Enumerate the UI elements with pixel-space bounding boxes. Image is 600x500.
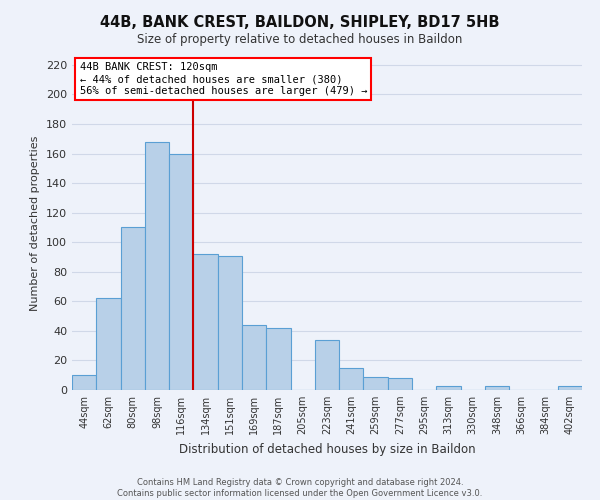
Bar <box>315 340 339 390</box>
Y-axis label: Number of detached properties: Number of detached properties <box>31 136 40 312</box>
X-axis label: Distribution of detached houses by size in Baildon: Distribution of detached houses by size … <box>179 442 475 456</box>
Bar <box>388 378 412 390</box>
Bar <box>436 386 461 390</box>
Text: Contains HM Land Registry data © Crown copyright and database right 2024.
Contai: Contains HM Land Registry data © Crown c… <box>118 478 482 498</box>
Bar <box>364 376 388 390</box>
Bar <box>96 298 121 390</box>
Bar <box>218 256 242 390</box>
Bar <box>558 386 582 390</box>
Text: 44B, BANK CREST, BAILDON, SHIPLEY, BD17 5HB: 44B, BANK CREST, BAILDON, SHIPLEY, BD17 … <box>100 15 500 30</box>
Text: 44B BANK CREST: 120sqm
← 44% of detached houses are smaller (380)
56% of semi-de: 44B BANK CREST: 120sqm ← 44% of detached… <box>80 62 367 96</box>
Bar <box>485 386 509 390</box>
Bar <box>242 325 266 390</box>
Text: Size of property relative to detached houses in Baildon: Size of property relative to detached ho… <box>137 32 463 46</box>
Bar <box>72 375 96 390</box>
Bar <box>169 154 193 390</box>
Bar <box>145 142 169 390</box>
Bar <box>266 328 290 390</box>
Bar <box>193 254 218 390</box>
Bar <box>121 228 145 390</box>
Bar <box>339 368 364 390</box>
